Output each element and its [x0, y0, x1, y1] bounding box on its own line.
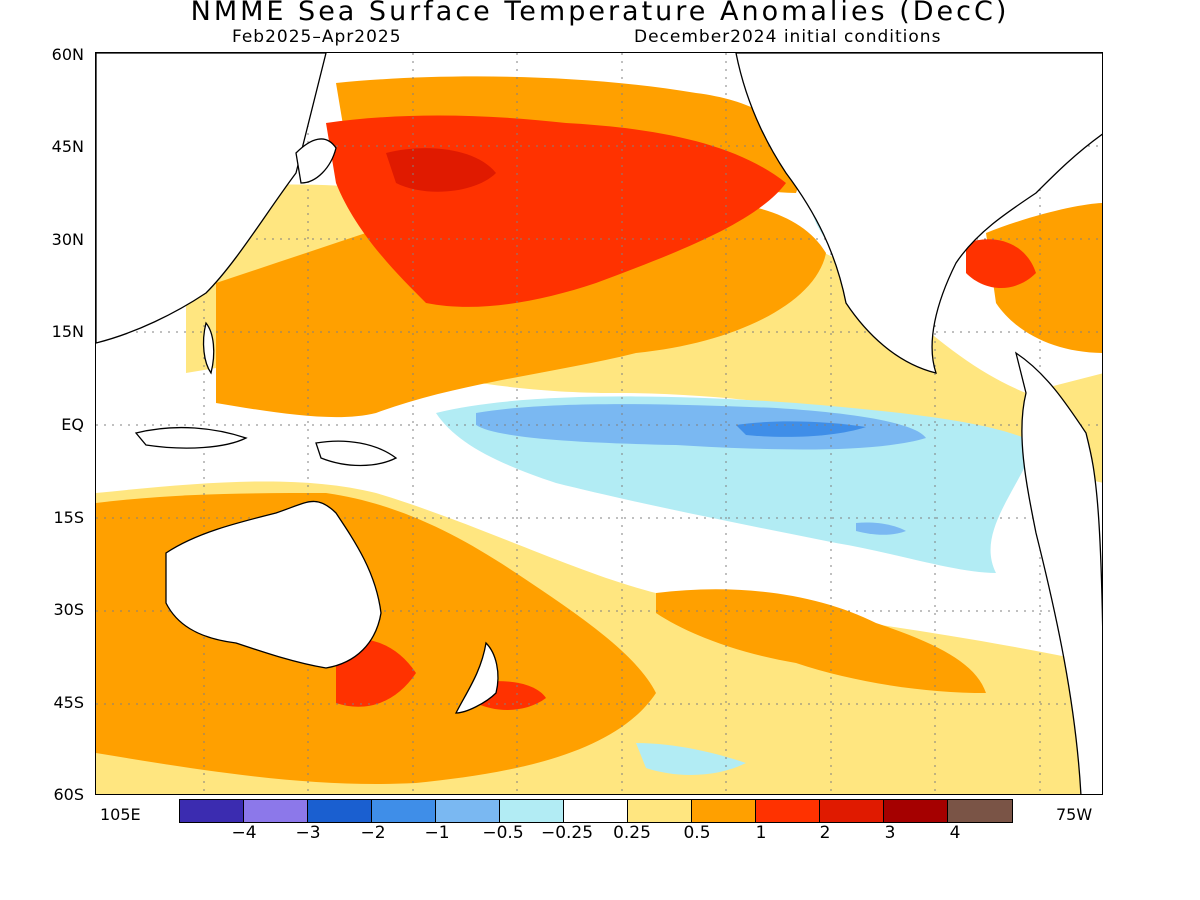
lat-tick-45n: 45N: [51, 137, 84, 156]
land-masses: [96, 53, 1102, 794]
colorbar-swatch: [948, 800, 1012, 822]
lon-tick-75w: 75W: [1056, 805, 1093, 824]
north-america-landmass: [735, 53, 1102, 374]
colorbar-swatch: [372, 800, 436, 822]
lat-tick-15s: 15S: [53, 508, 84, 527]
map-title: NMME Sea Surface Temperature Anomalies (…: [190, 0, 1010, 27]
colorbar-swatch: [244, 800, 308, 822]
map-canvas: [96, 53, 1102, 794]
colorbar-swatch: [500, 800, 564, 822]
initial-conditions: December2024 initial conditions: [634, 27, 942, 47]
colorbar-label: 2: [819, 823, 831, 843]
australia-landmass: [165, 500, 382, 669]
colorbar-label: −0.5: [482, 823, 524, 843]
indonesia-landmass: [134, 426, 248, 449]
colorbar-label: 0.25: [613, 823, 651, 843]
colorbar-label: −3: [295, 823, 321, 843]
sst-anomaly-map: [95, 52, 1103, 795]
colorbar-swatch: [436, 800, 500, 822]
anomaly-red-gulf-mexico: [966, 239, 1036, 288]
colorbar-swatch: [692, 800, 756, 822]
colorbar-swatch: [308, 800, 372, 822]
colorbar-swatch: [628, 800, 692, 822]
colorbar-label: 1: [755, 823, 767, 843]
colorbar-label: 4: [949, 823, 961, 843]
colorbar: [179, 799, 1013, 823]
south-america-landmass: [1014, 351, 1102, 794]
anomaly-orange-atlantic: [986, 203, 1102, 353]
colorbar-label: −1: [424, 823, 450, 843]
lat-tick-eq: EQ: [61, 415, 84, 434]
asia-landmass: [96, 53, 327, 344]
anomaly-lightblue-nino: [476, 404, 926, 450]
lon-tick-105e: 105E: [100, 805, 141, 824]
colorbar-label: −2: [360, 823, 386, 843]
lat-tick-45s: 45S: [53, 693, 84, 712]
colorbar-swatch: [820, 800, 884, 822]
colorbar-swatch: [180, 800, 244, 822]
new-zealand-landmass: [454, 641, 499, 714]
colorbar-label: 0.5: [683, 823, 711, 843]
anomaly-lightblue-south-east: [856, 522, 906, 535]
lat-tick-60n: 60N: [51, 45, 84, 64]
japan-landmass: [295, 138, 337, 184]
colorbar-swatch: [756, 800, 820, 822]
lat-tick-60s: 60S: [53, 785, 84, 804]
lat-tick-30n: 30N: [51, 230, 84, 249]
forecast-period: Feb2025–Apr2025: [232, 27, 402, 47]
colorbar-label: 3: [884, 823, 896, 843]
new-guinea-landmass: [315, 440, 398, 467]
colorbar-swatch: [884, 800, 948, 822]
colorbar-label: −4: [231, 823, 257, 843]
lat-tick-30s: 30S: [53, 600, 84, 619]
colorbar-swatch: [564, 800, 628, 822]
lat-tick-15n: 15N: [51, 322, 84, 341]
anomaly-orange-south-central: [656, 589, 986, 693]
anomaly-cyan-southern: [636, 743, 746, 775]
anomaly-orange-north-pacific: [216, 199, 826, 418]
philippines-landmass: [202, 321, 215, 375]
anomaly-darkred-kuroshio: [386, 148, 496, 192]
colorbar-label: −0.25: [540, 823, 594, 843]
